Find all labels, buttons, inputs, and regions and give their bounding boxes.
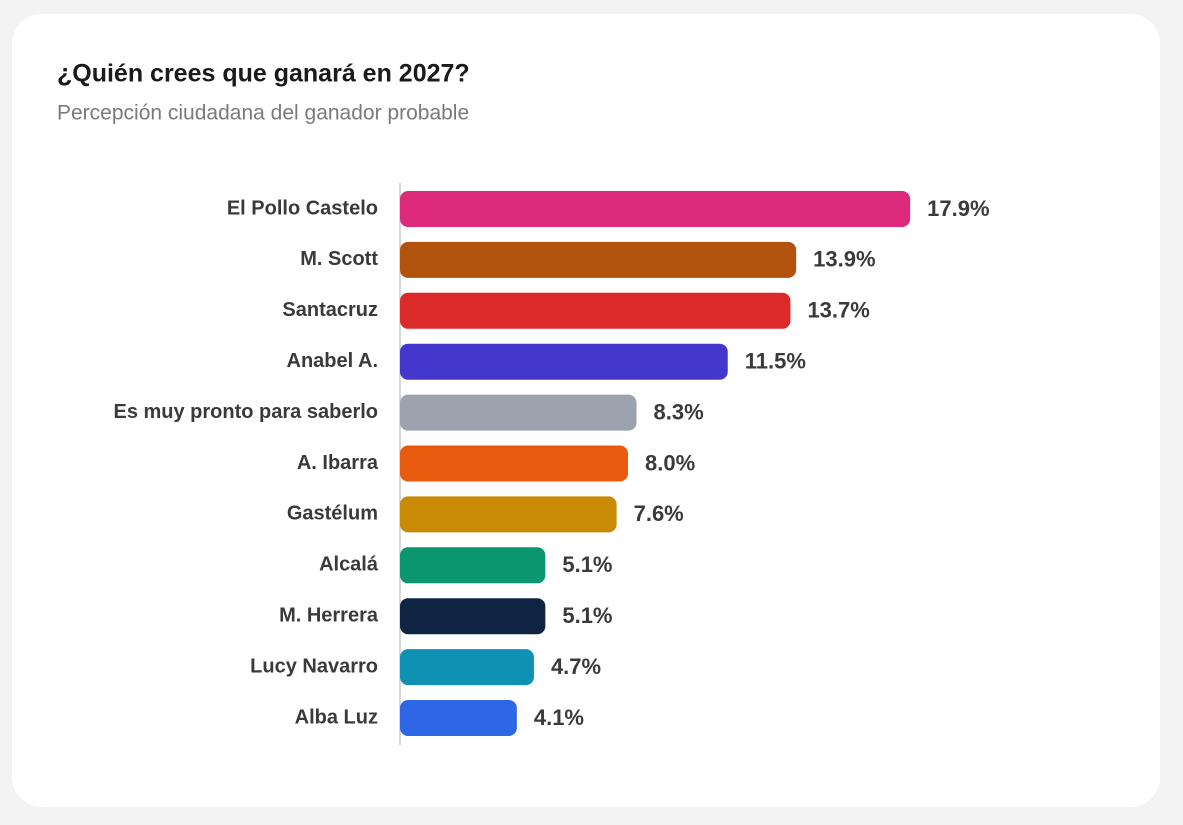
value-label: 7.6% bbox=[634, 501, 684, 526]
category-label: Alcalá bbox=[319, 554, 379, 576]
bar bbox=[400, 700, 517, 736]
category-label: Alba Luz bbox=[295, 706, 378, 728]
bar bbox=[400, 292, 791, 329]
bar bbox=[400, 191, 911, 227]
category-label: Santacruz bbox=[282, 299, 378, 321]
bar bbox=[400, 598, 546, 635]
bar bbox=[400, 394, 637, 431]
chart-subtitle: Percepción ciudadana del ganador probabl… bbox=[57, 102, 469, 125]
value-label: 4.7% bbox=[551, 654, 601, 679]
chart-title: ¿Quién crees que ganará en 2027? bbox=[57, 60, 470, 88]
bar bbox=[400, 547, 546, 584]
category-label: M. Scott bbox=[300, 248, 378, 270]
category-label: M. Herrera bbox=[279, 604, 379, 626]
category-label: El Pollo Castelo bbox=[227, 197, 378, 219]
bar bbox=[400, 649, 534, 686]
category-label: Lucy Navarro bbox=[250, 655, 378, 677]
value-label: 5.1% bbox=[562, 552, 612, 577]
value-label: 11.5% bbox=[745, 349, 806, 374]
value-label: 4.1% bbox=[534, 705, 584, 730]
category-label: A. Ibarra bbox=[297, 452, 379, 474]
value-label: 17.9% bbox=[927, 196, 989, 221]
value-label: 8.0% bbox=[645, 450, 695, 475]
category-label: Gastélum bbox=[287, 503, 378, 525]
bar bbox=[400, 343, 728, 380]
value-label: 8.3% bbox=[654, 399, 704, 424]
bar bbox=[400, 445, 628, 482]
value-label: 13.9% bbox=[813, 247, 875, 272]
category-label: Es muy pronto para saberlo bbox=[113, 401, 378, 423]
bar bbox=[400, 241, 797, 278]
bar bbox=[400, 496, 617, 533]
category-label: Anabel A. bbox=[287, 350, 379, 372]
value-label: 5.1% bbox=[562, 603, 612, 628]
value-label: 13.7% bbox=[807, 298, 869, 323]
